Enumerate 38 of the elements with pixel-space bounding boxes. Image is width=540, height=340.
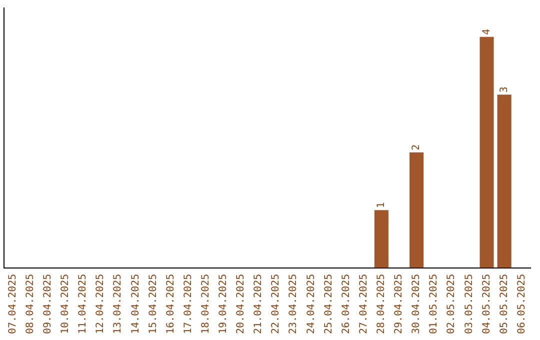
x-tick-label: 02.05.2025 [446,274,458,334]
x-tick-label: 06.05.2025 [516,274,528,334]
x-tick-label: 24.04.2025 [306,274,317,334]
x-tick-label: 07.04.2025 [7,274,18,334]
x-tick-label: 19.04.2025 [218,274,230,334]
x-tick-label: 30.04.2025 [411,274,422,334]
data-label: 3 [498,86,510,93]
x-tick-label: 11.04.2025 [78,274,89,334]
bar [497,94,512,268]
bar [410,152,424,268]
x-tick-label: 08.04.2025 [24,274,36,334]
x-tick-label: 25.04.2025 [323,274,334,334]
x-tick-label: 15.04.2025 [148,274,159,334]
x-tick-label: 13.04.2025 [112,274,124,334]
data-label: 4 [481,28,492,35]
x-tick-label: 17.04.2025 [182,274,194,334]
x-tick-label: 10.04.2025 [60,274,72,334]
bar [374,210,388,268]
data-label: 2 [411,144,422,150]
x-tick-label: 01.05.2025 [428,274,440,334]
data-label: 1 [376,202,388,208]
x-tick-label: 04.05.2025 [481,274,492,334]
x-tick-label: 21.04.2025 [253,274,264,334]
x-tick-label: 26.04.2025 [340,274,352,334]
x-tick-label: 29.04.2025 [394,274,405,334]
x-tick-label: 12.04.2025 [95,274,106,334]
x-tick-label: 22.04.2025 [270,274,282,334]
x-tick-label: 18.04.2025 [200,274,212,334]
x-tick-label: 05.05.2025 [498,274,510,334]
x-tick-label: 28.04.2025 [376,274,388,334]
bar [480,36,494,268]
x-tick-label: 16.04.2025 [165,274,176,334]
x-tick-label: 23.04.2025 [288,274,300,334]
x-tick-label: 14.04.2025 [130,274,142,334]
x-tick-label: 20.04.2025 [236,274,247,334]
x-tick-label: 03.05.2025 [464,274,475,334]
x-tick-label: 27.04.2025 [358,274,370,334]
x-tick-label: 09.04.2025 [42,274,54,334]
